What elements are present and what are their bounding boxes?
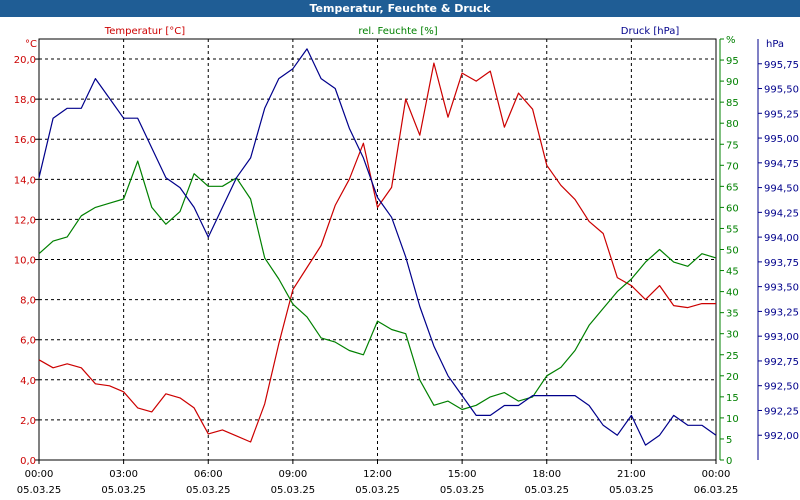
grid-lines xyxy=(39,39,716,460)
humidity-tick-label: 55 xyxy=(726,224,739,235)
x-tick-label-date: 05.03.25 xyxy=(440,485,485,496)
x-tick-label-date: 05.03.25 xyxy=(186,485,231,496)
pressure-tick-label: 993,25 xyxy=(764,307,799,318)
humidity-tick-label: 10 xyxy=(726,414,739,425)
x-tick-label-time: 09:00 xyxy=(278,469,307,480)
humidity-tick-label: 70 xyxy=(726,161,739,172)
series-line-temperature xyxy=(38,62,716,443)
humidity-tick-label: % xyxy=(726,35,736,46)
temperature-tick-label: 18,0 xyxy=(14,95,36,106)
x-tick-label-date: 05.03.25 xyxy=(609,485,654,496)
pressure-tick-label: 995,50 xyxy=(764,85,799,96)
y-axis-humidity: 0 5 10 15 20 25 30 35 40 45 50 55 60 65 70 75 80 85 90 95% xyxy=(719,35,739,467)
temperature-tick-label: 14,0 xyxy=(14,175,36,186)
x-tick-label-time: 00:00 xyxy=(25,469,54,480)
series-line-humidity xyxy=(38,160,717,411)
y-axis-pressure: 992,00 992,25 992,50 992,75 993,00 993,25 993,… xyxy=(757,39,799,460)
pressure-tick-label: 993,75 xyxy=(764,258,799,269)
x-tick-label-time: 18:00 xyxy=(532,469,561,480)
temperature-tick-label: 16,0 xyxy=(14,135,36,146)
pressure-tick-label: 992,00 xyxy=(764,431,799,442)
humidity-tick-label: 5 xyxy=(726,435,732,446)
temperature-tick-label: 20,0 xyxy=(14,55,36,66)
x-tick-label-time: 00:00 xyxy=(702,469,731,480)
x-tick-label-date: 06.03.25 xyxy=(694,485,739,496)
x-axis: 00:00 05.03.25 03:00 05.03.25 06:00 05.03.25 0… xyxy=(17,460,739,496)
humidity-tick-label: 50 xyxy=(726,246,739,257)
humidity-tick-label: 30 xyxy=(726,330,739,341)
pressure-tick-label: 995,25 xyxy=(764,109,799,120)
pressure-axis-label: Druck [hPa] xyxy=(621,26,680,37)
temperature-unit-label: °C xyxy=(25,39,37,50)
x-tick-label-time: 06:00 xyxy=(194,469,223,480)
window-title: Temperatur, Feuchte & Druck xyxy=(309,2,491,15)
x-tick-label-time: 03:00 xyxy=(109,469,138,480)
humidity-tick-label: 95 xyxy=(726,56,739,67)
humidity-tick-label: 80 xyxy=(726,119,739,130)
humidity-tick-label: 20 xyxy=(726,372,739,383)
pressure-tick-label: 992,75 xyxy=(764,357,799,368)
humidity-tick-label: 75 xyxy=(726,140,739,151)
pressure-tick-label: 994,25 xyxy=(764,208,799,219)
humidity-tick-label: 90 xyxy=(726,77,739,88)
x-tick-label-date: 05.03.25 xyxy=(355,485,400,496)
x-tick-label-time: 15:00 xyxy=(448,469,477,480)
temperature-tick-label: 12,0 xyxy=(14,215,36,226)
humidity-tick-label: 45 xyxy=(726,267,739,278)
humidity-tick-label: 85 xyxy=(726,98,739,109)
temperature-tick-label: 10,0 xyxy=(14,256,36,267)
humidity-axis-label: rel. Feuchte [%] xyxy=(358,26,437,37)
temperature-tick-label: 2,0 xyxy=(20,416,36,427)
pressure-tick-label: 994,75 xyxy=(764,159,799,170)
pressure-unit-label: hPa xyxy=(766,39,784,50)
window-title-bar: Temperatur, Feuchte & Druck xyxy=(0,0,800,17)
series-line-pressure xyxy=(38,48,717,446)
x-tick-label-date: 05.03.25 xyxy=(524,485,569,496)
series-group xyxy=(38,48,717,446)
x-tick-label-date: 05.03.25 xyxy=(271,485,316,496)
humidity-tick-label: 35 xyxy=(726,309,739,320)
pressure-tick-label: 994,50 xyxy=(764,184,799,195)
line-chart: 00:00 05.03.25 03:00 05.03.25 06:00 05.03.25 0… xyxy=(14,26,799,496)
temperature-tick-label: 4,0 xyxy=(20,376,36,387)
x-tick-label-time: 21:00 xyxy=(617,469,646,480)
humidity-tick-label: 15 xyxy=(726,393,739,404)
temperature-axis-label: Temperatur [°C] xyxy=(104,26,185,37)
pressure-tick-label: 995,75 xyxy=(764,60,799,71)
pressure-tick-label: 992,50 xyxy=(764,382,799,393)
pressure-tick-label: 993,50 xyxy=(764,283,799,294)
humidity-tick-label: 25 xyxy=(726,351,739,362)
humidity-tick-label: 40 xyxy=(726,288,739,299)
pressure-tick-label: 994,00 xyxy=(764,233,799,244)
humidity-tick-label: 65 xyxy=(726,182,739,193)
x-tick-label-time: 12:00 xyxy=(363,469,392,480)
humidity-tick-label: 0 xyxy=(726,456,732,467)
pressure-tick-label: 993,00 xyxy=(764,332,799,343)
temperature-tick-label: 0,0 xyxy=(20,456,36,467)
x-tick-label-date: 05.03.25 xyxy=(101,485,146,496)
temperature-tick-label: 6,0 xyxy=(20,336,36,347)
humidity-tick-label: 60 xyxy=(726,203,739,214)
pressure-tick-label: 992,25 xyxy=(764,406,799,417)
pressure-tick-label: 995,00 xyxy=(764,134,799,145)
temperature-tick-label: 8,0 xyxy=(20,296,36,307)
x-tick-label-date: 05.03.25 xyxy=(17,485,62,496)
y-axis-temperature: 0,0 2,0 4,0 6,0 8,0 10,0 12,0 14,0 16,0 18,0 20,0 xyxy=(14,55,39,467)
